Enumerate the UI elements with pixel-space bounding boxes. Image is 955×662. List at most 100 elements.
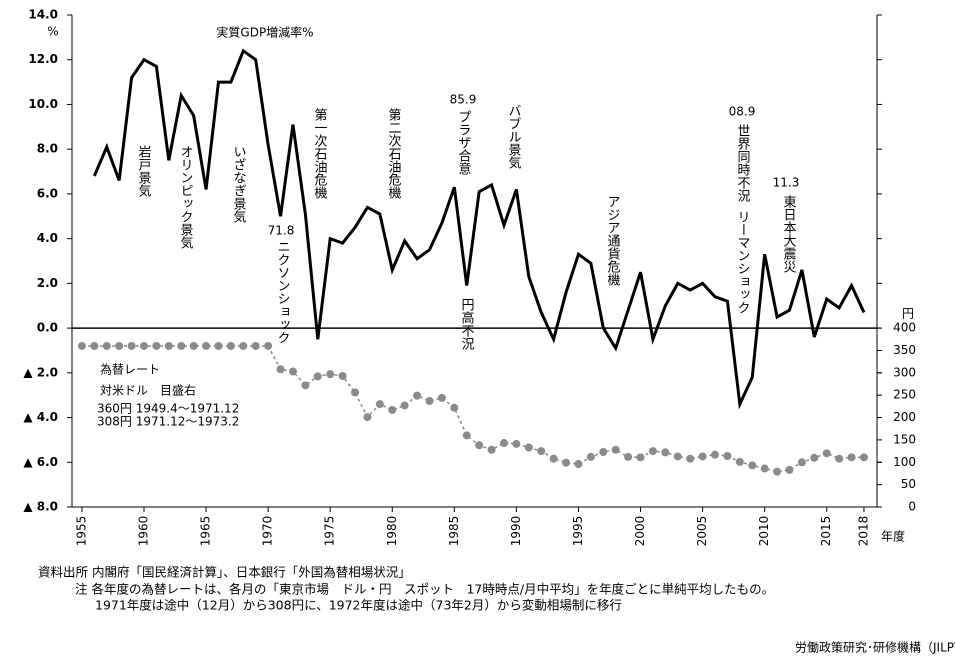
data-point — [524, 443, 533, 452]
x-tick-label: 2005 — [695, 516, 709, 547]
data-point — [549, 454, 558, 463]
data-point — [562, 458, 571, 467]
data-point — [847, 453, 856, 462]
annotation: プラザ合意 — [456, 110, 472, 175]
data-point — [475, 441, 484, 450]
y-tick-label: 0.0 — [37, 321, 58, 335]
series-name: 実質GDP増減率% — [216, 25, 313, 40]
y-axis-label: % — [47, 25, 58, 39]
data-point — [797, 458, 806, 467]
x-tick-label: 1960 — [136, 516, 150, 547]
y2-tick-label: 250 — [893, 388, 916, 402]
footnote: 1971年度は途中（12月）から308円に、1972年度は途中（73年2月）から… — [95, 598, 622, 613]
data-point — [363, 413, 372, 422]
annotation: 第二次石油危機 — [386, 108, 402, 199]
data-point — [487, 445, 496, 454]
annotation: バブル景気 — [506, 104, 522, 170]
data-point — [139, 341, 148, 350]
data-point — [499, 439, 508, 448]
data-point — [177, 341, 186, 350]
source: 労働政策研究･研修機構（JILPT） — [795, 640, 955, 655]
x-axis-label: 年度 — [881, 529, 905, 544]
data-point — [673, 452, 682, 461]
y-tick-label: ▲ 4.0 — [23, 410, 58, 424]
y2-tick-label: 50 — [901, 477, 916, 491]
annotation: ニクソンショック — [275, 240, 290, 344]
data-point — [859, 453, 868, 462]
data-point — [77, 341, 86, 350]
y2-tick-label: 150 — [893, 432, 916, 446]
data-point — [512, 439, 521, 448]
annotation: 東日本大震災 — [781, 194, 797, 273]
data-point — [413, 391, 422, 400]
data-point — [164, 341, 173, 350]
data-point — [313, 372, 322, 381]
x-tick-label: 2018 — [856, 516, 870, 547]
data-point — [152, 341, 161, 350]
data-point — [711, 450, 720, 459]
data-point — [760, 464, 769, 473]
data-point — [425, 396, 434, 405]
x-tick-label: 1985 — [447, 516, 461, 547]
y-tick-label: ▲ 8.0 — [23, 500, 58, 514]
series-line — [92, 48, 866, 410]
annotation: 71.8 — [268, 224, 295, 238]
data-point — [400, 401, 409, 410]
data-point — [537, 447, 546, 456]
data-point — [574, 460, 583, 469]
annotation: 世界同時不況 — [735, 124, 751, 202]
data-point — [735, 457, 744, 466]
annotation: 11.3 — [773, 176, 800, 190]
data-point — [636, 453, 645, 462]
data-point — [586, 452, 595, 461]
y2-tick-label: 200 — [893, 410, 916, 424]
data-point — [90, 341, 99, 350]
data-point — [822, 449, 831, 458]
data-point — [773, 467, 782, 476]
data-point — [785, 465, 794, 474]
series-line — [81, 345, 864, 473]
data-point — [251, 341, 260, 350]
data-point — [648, 447, 657, 456]
y2-tick-label: 0 — [908, 500, 916, 514]
data-point — [226, 341, 235, 350]
data-point — [326, 370, 335, 379]
x-tick-label: 2015 — [819, 516, 833, 547]
data-point — [189, 341, 198, 350]
data-point — [214, 341, 223, 350]
y-tick-label: 8.0 — [37, 142, 58, 156]
annotation: 円高不況 — [459, 298, 475, 350]
data-point — [723, 452, 732, 461]
annotation: 85.9 — [450, 93, 477, 107]
y-tick-label: 14.0 — [28, 8, 58, 22]
footnote: 資料出所 内閣府「国民経済計算」、日本銀行「外国為替相場状況」 — [38, 565, 411, 580]
data-point — [661, 448, 670, 457]
series-name: 為替レート — [100, 363, 160, 377]
x-tick-label: 1980 — [385, 516, 399, 547]
annotation: 岩戸景気 — [136, 145, 152, 198]
data-point — [288, 367, 297, 376]
data-point — [835, 454, 844, 463]
data-point — [611, 445, 620, 454]
y2-tick-label: 400 — [893, 321, 916, 335]
data-point — [338, 371, 347, 380]
data-point — [375, 400, 384, 409]
annotation: オリンピック景気 — [178, 145, 194, 250]
y-tick-label: 2.0 — [37, 276, 58, 290]
note: 対米ドル 目盛右 — [100, 383, 196, 398]
data-point — [115, 341, 124, 350]
x-tick-label: 1995 — [571, 516, 585, 547]
annotation: 08.9 — [729, 105, 756, 119]
y2-tick-label: 300 — [893, 365, 916, 379]
data-point — [239, 341, 248, 350]
data-point — [437, 393, 446, 402]
x-tick-label: 1955 — [74, 516, 88, 547]
footnote: 注 各年度の為替レートは、各月の「東京市場 ドル・円 スポット 17時時点/月中… — [75, 582, 774, 597]
y-tick-label: 12.0 — [28, 52, 58, 66]
data-point — [388, 405, 397, 414]
annotation: 第一次石油危機 — [312, 108, 328, 199]
data-point — [102, 341, 111, 350]
x-tick-label: 1965 — [199, 516, 213, 547]
data-point — [624, 452, 633, 461]
